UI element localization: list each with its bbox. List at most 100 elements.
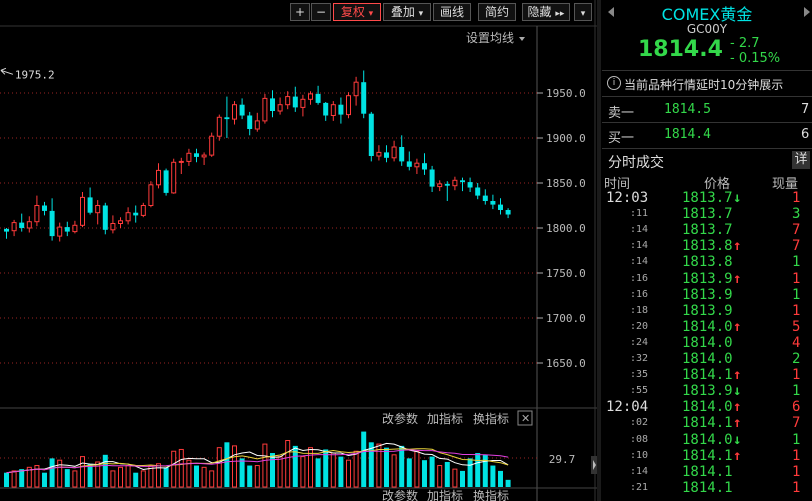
candle[interactable] — [323, 102, 329, 121]
candle[interactable] — [444, 181, 450, 201]
candle[interactable] — [148, 181, 154, 208]
candle[interactable] — [133, 205, 139, 223]
candle[interactable] — [171, 158, 177, 194]
tick-time: :35 — [630, 369, 649, 381]
candle[interactable] — [178, 157, 184, 174]
simple-mode-button[interactable]: 简约 — [478, 3, 516, 21]
candle[interactable] — [247, 111, 253, 136]
y-tick-label: 1800.0 — [546, 222, 586, 235]
candle[interactable] — [194, 148, 199, 163]
candle[interactable] — [216, 114, 222, 141]
tick-volume: 6 — [792, 399, 801, 416]
candle[interactable] — [254, 112, 260, 132]
candle[interactable] — [414, 158, 420, 174]
ticks-detail-button[interactable]: 详 — [792, 151, 810, 169]
candle[interactable] — [406, 151, 412, 171]
zoom-in-button[interactable]: + — [290, 3, 310, 21]
candle[interactable] — [186, 148, 192, 166]
candle[interactable] — [452, 176, 458, 191]
candle[interactable] — [460, 177, 465, 192]
candle[interactable] — [49, 198, 55, 241]
candle[interactable] — [72, 220, 78, 234]
candle[interactable] — [201, 152, 207, 165]
candle[interactable] — [42, 201, 47, 216]
candle[interactable] — [57, 222, 63, 242]
candle[interactable] — [232, 101, 237, 125]
candle[interactable] — [118, 217, 123, 228]
candle[interactable] — [361, 70, 367, 119]
candle[interactable] — [209, 132, 215, 157]
prev-arrow-icon[interactable] — [606, 6, 616, 18]
candle[interactable] — [11, 219, 17, 237]
volume-modify-params[interactable]: 改参数 — [382, 411, 418, 426]
candle[interactable] — [4, 228, 9, 239]
candle[interactable] — [34, 195, 40, 227]
candle[interactable] — [429, 165, 435, 192]
candle[interactable] — [140, 202, 146, 218]
candle[interactable] — [376, 145, 382, 161]
candle[interactable] — [505, 208, 511, 219]
candle[interactable] — [110, 215, 116, 234]
candle[interactable] — [490, 194, 496, 210]
candle[interactable] — [19, 213, 25, 232]
candle[interactable] — [384, 145, 389, 163]
candle[interactable] — [156, 163, 161, 189]
fold-panel-button[interactable]: ▾ — [574, 3, 592, 21]
candle[interactable] — [125, 207, 131, 225]
tick-volume: 7 — [792, 415, 801, 432]
candle[interactable] — [292, 86, 298, 112]
candle[interactable] — [64, 221, 70, 237]
candle[interactable] — [95, 200, 101, 225]
settings-dropdown-icon[interactable] — [519, 37, 525, 41]
candle[interactable] — [87, 187, 93, 215]
bottom-modify-params[interactable]: 改参数 — [382, 488, 418, 501]
candle[interactable] — [422, 153, 427, 175]
candle[interactable] — [368, 111, 374, 162]
candle[interactable] — [399, 135, 405, 166]
set-ma-button[interactable]: 设置均线 — [466, 31, 514, 45]
candles-layer[interactable] — [4, 70, 511, 242]
overlay-dropdown[interactable]: 叠加 ▾ — [383, 3, 431, 21]
tick-time: :32 — [630, 353, 649, 364]
zoom-out-button[interactable]: − — [311, 3, 331, 21]
candle[interactable] — [467, 177, 473, 192]
bottom-add-indicator[interactable]: 加指标 — [427, 488, 463, 501]
fuquan-dropdown[interactable]: 复权 ▾ — [333, 3, 381, 21]
hide-button[interactable]: 隐藏 ▸▸ — [522, 3, 570, 21]
candle[interactable] — [482, 189, 488, 205]
y-tick-label: 1700.0 — [546, 312, 586, 325]
candle[interactable] — [102, 202, 108, 235]
candle[interactable] — [391, 140, 397, 162]
candle[interactable] — [300, 94, 306, 117]
candle[interactable] — [475, 183, 481, 200]
candle[interactable] — [262, 93, 268, 124]
candle[interactable] — [270, 90, 275, 118]
candle[interactable] — [338, 97, 344, 124]
candle[interactable] — [498, 198, 503, 215]
candle[interactable] — [315, 85, 321, 105]
draw-line-button[interactable]: 画线 — [433, 3, 471, 21]
candle[interactable] — [26, 216, 32, 233]
candle[interactable] — [308, 91, 313, 105]
candle[interactable] — [330, 101, 336, 121]
bottom-switch-indicator[interactable]: 换指标 — [473, 488, 509, 501]
candle[interactable] — [224, 96, 230, 138]
ticks-list[interactable]: 12:03 1813.7 ↓ 1:11 1813.7 3:14 1813.7 7:14 1813… — [602, 190, 812, 501]
bid-row[interactable]: 买一 1814.4 6 — [602, 125, 812, 146]
ticks-panel-title: 分时成交 — [608, 155, 664, 171]
tick-time: :55 — [630, 385, 649, 397]
volume-close-button[interactable] — [517, 410, 533, 426]
candle[interactable] — [346, 92, 351, 119]
candle[interactable] — [163, 168, 169, 196]
candle[interactable] — [277, 97, 283, 115]
candle[interactable] — [437, 180, 443, 192]
volume-add-indicator[interactable]: 加指标 — [427, 411, 463, 426]
candle[interactable] — [80, 192, 85, 228]
volume-switch-indicator[interactable]: 换指标 — [473, 411, 509, 426]
candle[interactable] — [285, 91, 291, 110]
candle[interactable] — [239, 98, 245, 120]
next-arrow-icon[interactable] — [802, 6, 812, 18]
candle[interactable] — [353, 76, 359, 106]
ask-row[interactable]: 卖一 1814.5 7 — [602, 100, 812, 121]
